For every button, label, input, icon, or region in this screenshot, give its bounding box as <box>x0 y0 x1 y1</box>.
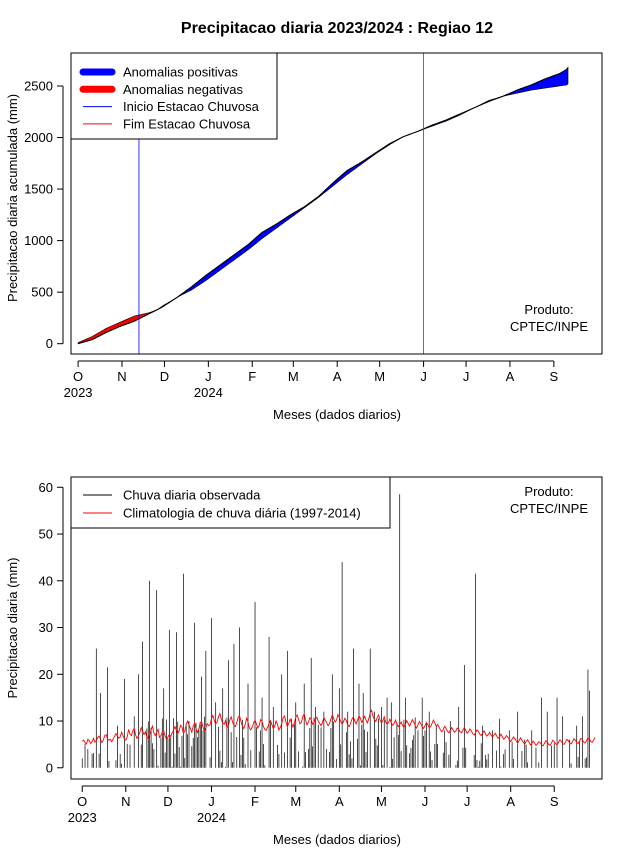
y-tick-label: 500 <box>31 285 53 300</box>
y-axis: 0 500 1000 1500 2000 2500 <box>24 78 64 351</box>
x-tick-label: M <box>290 794 301 809</box>
legend-box <box>70 52 278 140</box>
x-tick-label: J <box>463 369 470 384</box>
negative-anomaly-area <box>77 309 158 345</box>
x-tick-label: D <box>160 369 169 384</box>
y-tick-label: 0 <box>46 760 53 775</box>
y-axis-label: Precipitacao diaria acumulada (mm) <box>5 94 20 302</box>
x-tick-label: M <box>288 369 299 384</box>
x-tick-label: S <box>550 369 559 384</box>
y-axis-label: Precipitacao diaria (mm) <box>5 558 20 699</box>
x-axis: O N D J F M A M J J A S 2023 2024 <box>64 360 559 400</box>
legend-box <box>70 476 391 529</box>
x-tick-label: D <box>163 794 172 809</box>
y-tick-label: 30 <box>39 620 53 635</box>
year-label: 2023 <box>68 810 97 825</box>
x-tick-label: J <box>464 794 471 809</box>
y-tick-label: 1500 <box>24 182 53 197</box>
x-tick-label: J <box>208 794 215 809</box>
figure-title: Precipitacao diaria 2023/2024 : Regiao 1… <box>181 20 493 37</box>
legend: Chuva diaria observada Climatologia de ch… <box>70 476 391 529</box>
product-source: CPTEC/INPE <box>510 319 588 334</box>
y-tick-label: 60 <box>39 480 53 495</box>
legend-label: Climatologia de chuva diária (1997-2014) <box>123 506 361 521</box>
observed-accumulated-line <box>77 67 569 345</box>
y-axis: 0 10 20 30 40 50 60 <box>39 480 64 775</box>
plot-frame <box>70 52 603 355</box>
x-tick-label: F <box>251 794 259 809</box>
x-tick-label: F <box>248 369 256 384</box>
y-tick-label: 20 <box>39 667 53 682</box>
x-tick-label: J <box>205 369 212 384</box>
x-tick-label: A <box>506 794 515 809</box>
year-label: 2023 <box>64 385 93 400</box>
daily-chart: 0 10 20 30 40 50 60 O N D J F M A M J J A S 2023 2024 Preci… <box>5 476 603 847</box>
x-tick-label: O <box>73 369 83 384</box>
y-tick-label: 2500 <box>24 78 53 93</box>
x-tick-label: N <box>121 794 130 809</box>
x-tick-label: A <box>333 369 342 384</box>
x-tick-label: A <box>335 794 344 809</box>
legend-label: Fim Estacao Chuvosa <box>123 116 251 131</box>
accumulated-chart: 0 500 1000 1500 2000 2500 O N D J F M A M J J A S 2023 202… <box>5 52 603 422</box>
x-tick-label: A <box>506 369 515 384</box>
legend-label: Anomalias positivas <box>123 65 238 80</box>
x-tick-label: M <box>376 794 387 809</box>
x-tick-label: O <box>77 794 87 809</box>
x-axis-label: Meses (dados diarios) <box>273 832 401 847</box>
y-tick-label: 0 <box>46 336 53 351</box>
x-axis-label: Meses (dados diarios) <box>273 407 401 422</box>
x-axis: O N D J F M A M J J A S 2023 2024 <box>68 785 559 825</box>
legend: Anomalias positivas Anomalias negativas In… <box>70 52 278 140</box>
year-label: 2024 <box>197 810 226 825</box>
observed-daily-bars <box>81 494 590 768</box>
y-tick-label: 50 <box>39 527 53 542</box>
y-tick-label: 1000 <box>24 233 53 248</box>
legend-label: Inicio Estacao Chuvosa <box>123 99 260 114</box>
legend-label: Anomalias negativas <box>123 82 243 97</box>
y-tick-label: 40 <box>39 573 53 588</box>
x-tick-label: J <box>422 794 429 809</box>
product-label: Produto: <box>524 302 573 317</box>
x-tick-label: J <box>420 369 427 384</box>
product-label: Produto: <box>524 484 573 499</box>
x-tick-label: M <box>374 369 385 384</box>
x-tick-label: S <box>550 794 559 809</box>
product-source: CPTEC/INPE <box>510 501 588 516</box>
legend-label: Chuva diaria observada <box>123 488 261 503</box>
climatology-line <box>81 709 596 747</box>
y-tick-label: 2000 <box>24 130 53 145</box>
x-tick-label: N <box>117 369 126 384</box>
y-tick-label: 10 <box>39 714 53 729</box>
year-label: 2024 <box>194 385 223 400</box>
